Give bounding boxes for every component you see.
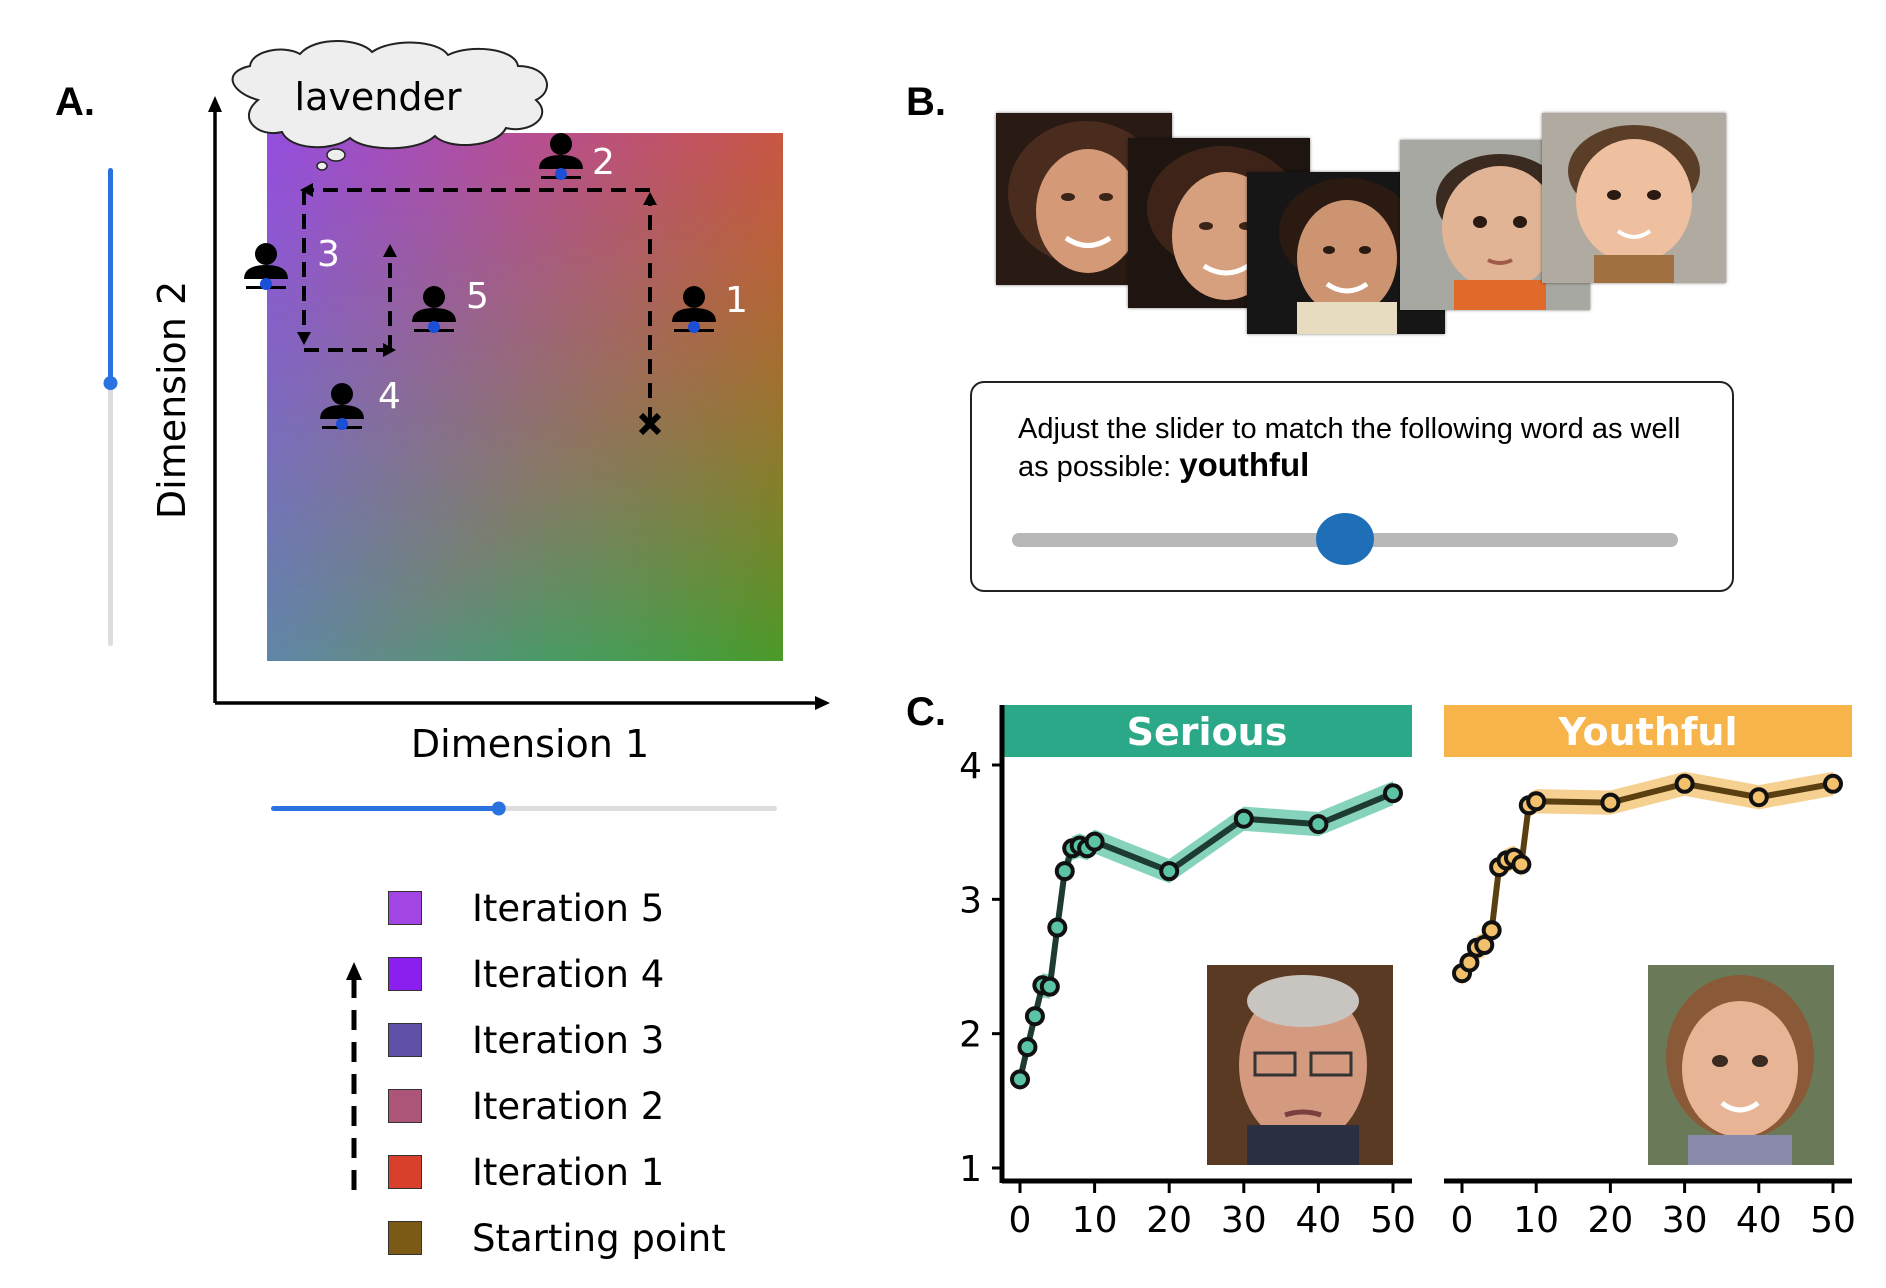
legend-swatch bbox=[388, 1155, 422, 1189]
legend-label: Iteration 5 bbox=[472, 886, 665, 930]
slider-prompt: Adjust the slider to match the following… bbox=[1018, 411, 1718, 485]
legend-label: Iteration 2 bbox=[472, 1084, 665, 1128]
legend-item: Iteration 3 bbox=[388, 1012, 664, 1068]
iteration-path bbox=[302, 188, 652, 422]
panel-c-label: C. bbox=[906, 690, 946, 734]
thought-cloud: lavender bbox=[231, 40, 548, 171]
panel-a-label: A. bbox=[55, 80, 95, 124]
legend-swatch bbox=[388, 1023, 422, 1057]
legend-item: Iteration 4 bbox=[388, 946, 664, 1002]
legend-label: Starting point bbox=[472, 1216, 726, 1260]
participant-2 bbox=[539, 133, 583, 180]
young-boy-face bbox=[1542, 113, 1726, 283]
dimension-1-slider-thumb[interactable] bbox=[491, 801, 506, 816]
legend-item: Iteration 5 bbox=[388, 880, 664, 936]
slider-target-word: youthful bbox=[1179, 446, 1310, 483]
dimension-1-slider[interactable] bbox=[271, 801, 777, 816]
participant-4 bbox=[320, 383, 364, 430]
participant-label-3: 3 bbox=[317, 234, 340, 275]
legend-swatch bbox=[388, 957, 422, 991]
legend-swatch bbox=[388, 1221, 422, 1255]
legend-label: Iteration 1 bbox=[472, 1150, 665, 1194]
participant-label-5: 5 bbox=[466, 276, 489, 317]
participant-1 bbox=[672, 286, 716, 333]
participant-label-4: 4 bbox=[378, 376, 401, 417]
participant-5 bbox=[412, 286, 456, 333]
participant-3 bbox=[244, 243, 288, 290]
legend-arrow bbox=[346, 962, 362, 1190]
x-axis-label: Dimension 1 bbox=[411, 722, 649, 766]
word-slider-thumb[interactable] bbox=[1316, 513, 1374, 565]
slider-prompt-text: Adjust the slider to match the following… bbox=[1018, 413, 1681, 483]
legend-item: Starting point bbox=[388, 1210, 726, 1266]
participant-label-1: 1 bbox=[725, 280, 748, 321]
legend-label: Iteration 3 bbox=[472, 1018, 665, 1062]
legend-swatch bbox=[388, 891, 422, 925]
panel-b-label: B. bbox=[906, 80, 946, 124]
legend-item: Iteration 1 bbox=[388, 1144, 664, 1200]
thought-word: lavender bbox=[295, 75, 462, 119]
legend-swatch bbox=[388, 1089, 422, 1123]
x-mark-icon bbox=[638, 412, 662, 436]
y-axis-label: Dimension 2 bbox=[150, 281, 194, 519]
legend-item: Iteration 2 bbox=[388, 1078, 664, 1134]
slider-task-box: Adjust the slider to match the following… bbox=[970, 381, 1734, 592]
participant-label-2: 2 bbox=[592, 142, 615, 183]
dimension-2-slider-thumb[interactable] bbox=[103, 376, 118, 391]
dimension-2-slider[interactable] bbox=[103, 168, 118, 646]
legend-label: Iteration 4 bbox=[472, 952, 665, 996]
